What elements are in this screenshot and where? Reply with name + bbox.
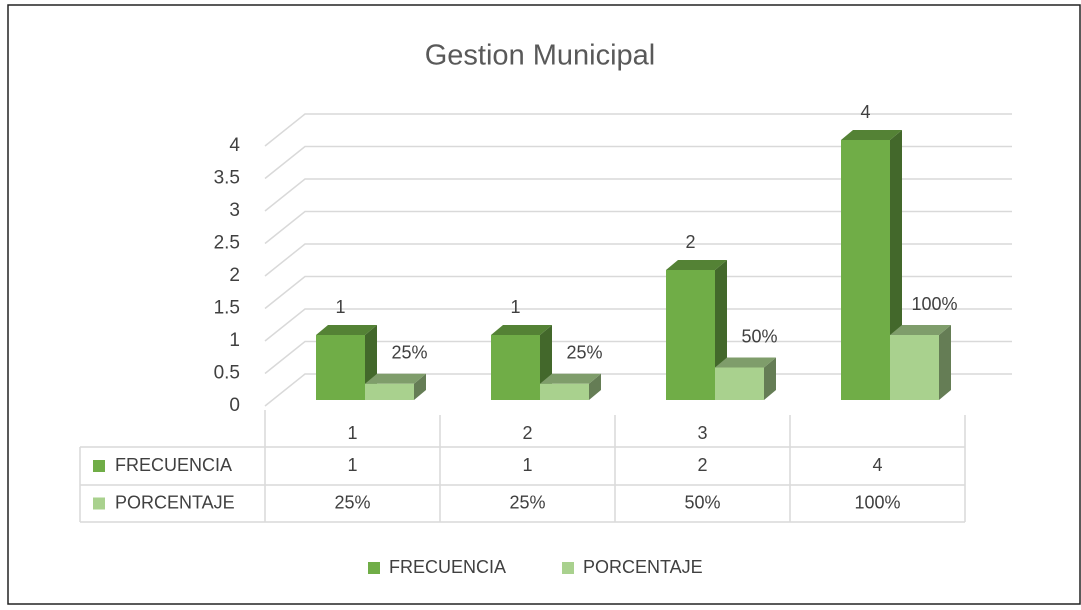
y-tick-label: 2 <box>229 265 240 286</box>
bar <box>365 383 414 400</box>
data-label: 1 <box>510 297 520 317</box>
table-cell: 1 <box>347 455 357 475</box>
y-tick-label: 1 <box>229 330 240 351</box>
bar-side <box>414 373 426 400</box>
grid-line <box>264 275 1012 310</box>
x-tick-label: 3 <box>697 423 707 443</box>
data-label: 1 <box>335 297 345 317</box>
bar-top <box>540 373 601 384</box>
bar-side <box>939 325 951 400</box>
bar-top <box>316 325 377 335</box>
x-tick-label: 2 <box>522 423 532 443</box>
bar <box>890 335 939 400</box>
legend-key <box>562 562 574 574</box>
bar-top <box>365 373 426 384</box>
bar <box>540 383 589 400</box>
bar <box>316 335 365 400</box>
chart-title: Gestion Municipal <box>425 40 656 72</box>
y-tick-label: 0 <box>229 395 240 416</box>
data-label: 2 <box>685 232 695 252</box>
bar-top <box>666 260 727 270</box>
y-tick-label: 0.5 <box>214 363 240 384</box>
bar <box>491 335 540 400</box>
table-cell: 25% <box>334 492 370 512</box>
grid-line <box>264 210 1012 245</box>
y-tick-label: 2.5 <box>214 233 240 254</box>
y-tick-label: 3.5 <box>214 168 240 189</box>
x-tick-label: 1 <box>347 423 357 443</box>
table-series-name: FRECUENCIA <box>115 455 232 475</box>
table-cell: 50% <box>684 492 720 512</box>
bar-side <box>764 357 776 400</box>
table-cell: 25% <box>509 492 545 512</box>
data-label: 25% <box>566 343 602 363</box>
table-cell: 100% <box>854 492 900 512</box>
bar <box>715 367 764 400</box>
table-cell: 2 <box>697 455 707 475</box>
grid-line <box>264 243 1012 277</box>
table-cell: 1 <box>522 455 532 475</box>
grid-line <box>264 178 1012 212</box>
legend-key <box>368 562 380 574</box>
grid-line <box>264 145 1012 180</box>
bar <box>666 270 715 400</box>
legend-label: PORCENTAJE <box>583 557 703 577</box>
table-series-name: PORCENTAJE <box>115 492 235 512</box>
bar-top <box>715 357 776 368</box>
grid-line <box>264 113 1012 147</box>
table-cell: 4 <box>872 455 882 475</box>
table-legend-key <box>93 460 105 472</box>
grid-line <box>264 308 1012 342</box>
data-label: 50% <box>741 326 777 346</box>
y-tick-label: 3 <box>229 200 240 221</box>
bar-top <box>890 325 951 335</box>
bar-top <box>491 325 552 335</box>
y-tick-label: 4 <box>229 135 240 156</box>
legend-label: FRECUENCIA <box>389 557 506 577</box>
y-tick-label: 1.5 <box>214 298 240 319</box>
data-label: 4 <box>860 102 870 122</box>
grid-line <box>264 373 1012 407</box>
data-label: 100% <box>911 294 957 314</box>
data-label: 25% <box>391 343 427 363</box>
bar-side <box>589 373 601 400</box>
bar-top <box>841 130 902 140</box>
table-legend-key <box>93 497 105 510</box>
bar <box>841 140 890 400</box>
grid-line <box>264 340 1012 375</box>
